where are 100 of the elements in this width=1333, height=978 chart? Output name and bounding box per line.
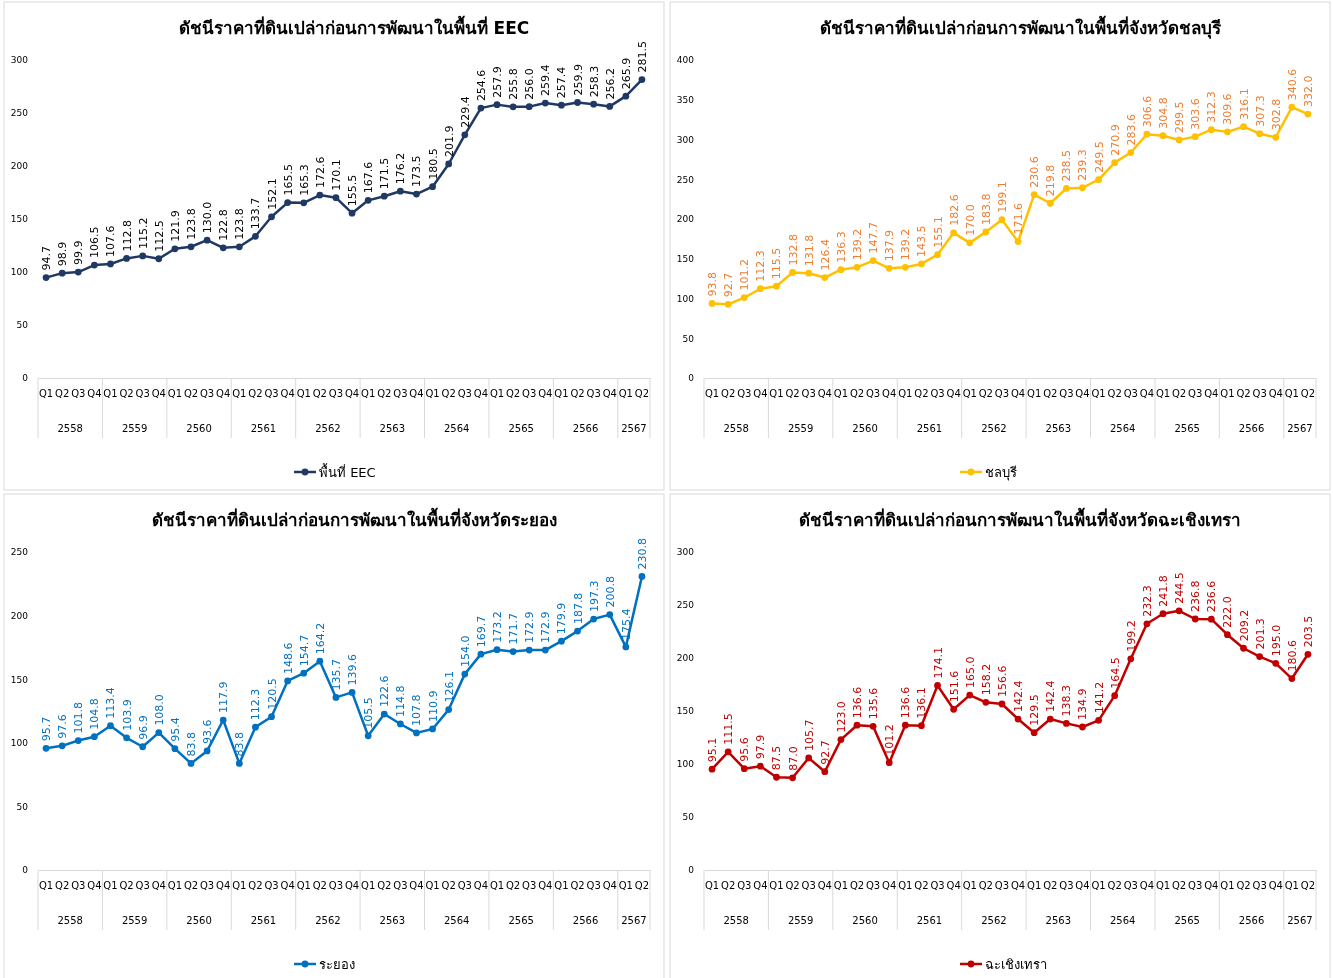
x-tick-label: Q2 <box>119 388 134 400</box>
point <box>789 774 796 782</box>
data-label: 199.2 <box>1124 620 1138 652</box>
data-label: 309.6 <box>1221 93 1235 125</box>
data-label: 115.5 <box>770 247 784 280</box>
x-tick-label: Q1 <box>103 880 118 892</box>
point <box>1256 130 1264 138</box>
data-label: 232.3 <box>1140 585 1154 617</box>
data-label: 236.6 <box>1205 580 1219 613</box>
x-tick-label: Q3 <box>1252 388 1267 400</box>
x-tick-label: Q4 <box>1075 880 1090 892</box>
data-label: 137.9 <box>883 229 897 262</box>
x-tick-label: Q3 <box>1123 880 1138 892</box>
data-label: 139.2 <box>899 228 913 261</box>
x-tick-label: Q1 <box>361 388 376 400</box>
point <box>74 268 82 276</box>
text: 2558 <box>723 915 749 926</box>
data-label: 87.5 <box>770 745 784 771</box>
data-label: 123.8 <box>233 208 247 240</box>
text: 2567 <box>621 915 647 926</box>
point <box>90 261 98 269</box>
x-tick-label: Q2 <box>785 388 800 400</box>
point <box>461 131 469 139</box>
x-tick-label: Q1 <box>1284 388 1299 400</box>
x-tick-label: Q4 <box>1268 388 1283 400</box>
data-label: 126.1 <box>442 671 456 703</box>
x-tick-label: Q2 <box>119 880 134 892</box>
text: 2561 <box>916 423 943 434</box>
point <box>638 573 646 580</box>
text: 2564 <box>1110 915 1136 926</box>
point <box>638 76 646 83</box>
point <box>364 732 372 740</box>
text: 2566 <box>1238 423 1265 434</box>
data-label: 113.4 <box>104 687 118 719</box>
data-label: 230.8 <box>635 537 649 570</box>
x-tick-label: Q1 <box>554 880 569 892</box>
point <box>1143 620 1151 628</box>
data-label: 201.3 <box>1253 618 1267 650</box>
x-tick-label: Q1 <box>704 880 720 892</box>
x-tick-label: Q4 <box>409 880 424 892</box>
x-tick-label: Q2 <box>1300 880 1316 892</box>
point <box>58 269 66 277</box>
x-tick-label: Q4 <box>817 880 832 892</box>
point <box>42 744 50 752</box>
data-label: 256.0 <box>523 68 537 100</box>
x-tick-label: Q4 <box>1204 388 1219 400</box>
x-tick-label: Q4 <box>473 880 489 892</box>
text: 2566 <box>572 423 599 434</box>
data-label: 83.8 <box>185 731 198 757</box>
data-label: 151.6 <box>947 670 961 703</box>
point <box>1224 631 1231 639</box>
data-label: 152.1 <box>265 178 279 210</box>
x-tick-label: Q1 <box>898 388 913 400</box>
data-label: 255.8 <box>507 68 521 100</box>
x-tick-label: Q1 <box>1027 880 1042 892</box>
data-label: 299.5 <box>1173 101 1187 133</box>
y-tick-label: 0 <box>688 373 695 384</box>
text: 2559 <box>787 915 814 926</box>
x-tick-label: Q2 <box>183 880 199 892</box>
text: 2562 <box>981 915 1007 926</box>
y-tick-label: 50 <box>682 333 695 344</box>
data-label: 126.4 <box>818 239 832 271</box>
point <box>396 720 404 728</box>
point <box>268 713 275 721</box>
point <box>934 682 941 689</box>
data-label: 101.2 <box>738 259 752 291</box>
data-label: 154.0 <box>458 635 472 668</box>
x-tick-label: Q1 <box>425 880 440 892</box>
y-tick-label: 150 <box>676 254 695 265</box>
point <box>558 101 565 109</box>
point <box>461 670 469 678</box>
x-tick-label: Q3 <box>1188 388 1203 400</box>
point <box>1175 136 1183 144</box>
point <box>284 199 292 206</box>
point <box>950 705 958 713</box>
x-tick-label: Q1 <box>704 388 720 400</box>
point <box>74 737 82 744</box>
x-tick-label: Q1 <box>1155 880 1171 892</box>
data-label: 307.3 <box>1253 95 1267 127</box>
data-label: 257.4 <box>555 66 569 99</box>
data-label: 195.0 <box>1269 624 1283 657</box>
data-label: 110.9 <box>426 690 440 722</box>
data-label: 135.6 <box>867 687 881 720</box>
data-label: 259.9 <box>571 64 585 96</box>
y-tick-label: 250 <box>676 600 695 611</box>
point <box>901 263 909 271</box>
point <box>1014 238 1022 245</box>
x-tick-label: Q4 <box>473 388 489 400</box>
text: 2558 <box>57 915 83 926</box>
point <box>300 199 308 207</box>
text: 2564 <box>1110 423 1136 434</box>
point <box>332 194 340 202</box>
text: 2562 <box>981 423 1007 434</box>
x-tick-label: Q3 <box>1059 880 1074 892</box>
text: 2562 <box>315 915 341 926</box>
x-tick-label: Q3 <box>264 388 279 400</box>
data-label: 103.9 <box>120 699 134 731</box>
point <box>724 300 732 308</box>
data-label: 121.9 <box>168 210 182 242</box>
data-label: 167.6 <box>362 161 376 194</box>
